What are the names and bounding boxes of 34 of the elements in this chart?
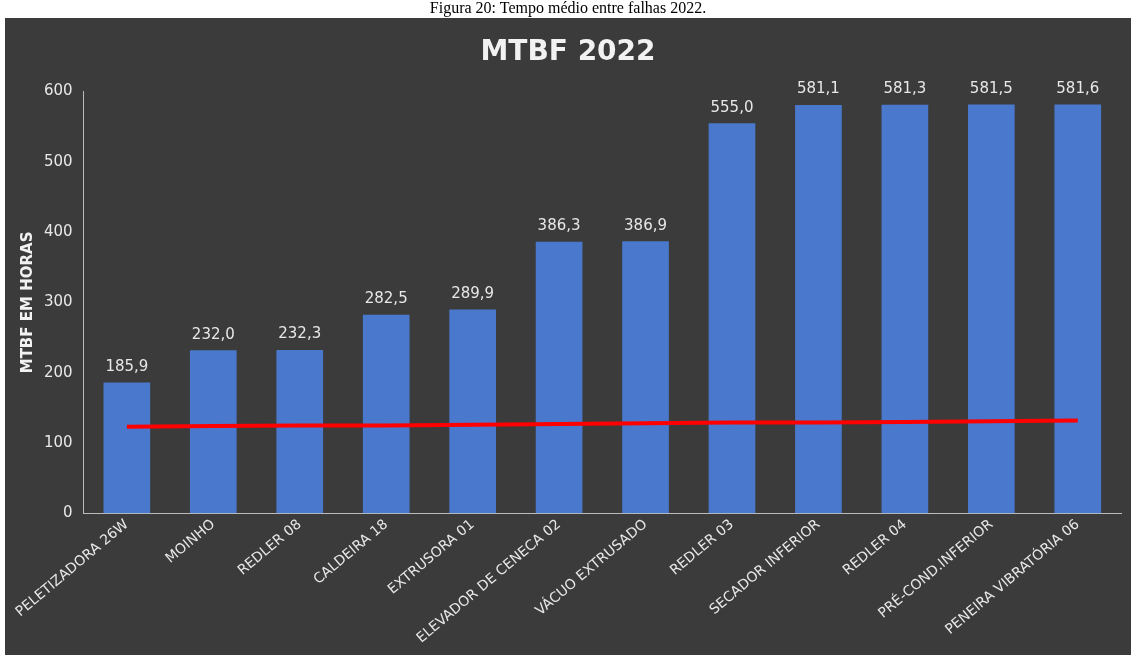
bar — [449, 309, 496, 514]
bar — [276, 350, 324, 514]
bar — [103, 382, 151, 514]
data-label: 581,3 — [883, 79, 927, 98]
data-label: 232,3 — [278, 324, 322, 343]
text: Figura 20: Tempo médio entre falhas 2022. — [428, 0, 708, 18]
bar — [362, 314, 410, 514]
y-tick-label: 600 — [43, 81, 73, 100]
y-tick-label: 300 — [43, 292, 73, 311]
data-label: 581,6 — [1056, 78, 1100, 97]
data-label: 555,0 — [710, 97, 754, 116]
bar — [881, 104, 929, 514]
data-label: 185,9 — [105, 357, 149, 376]
bar — [967, 104, 1015, 514]
y-axis-title: MTBF EM HORAS — [17, 231, 36, 374]
y-tick-label: 400 — [43, 222, 73, 241]
y-tick-label: 200 — [43, 362, 73, 381]
data-label: 386,9 — [624, 215, 668, 234]
bar — [795, 104, 842, 514]
data-label: 282,5 — [364, 289, 408, 308]
data-label: 581,5 — [969, 78, 1013, 97]
bar — [622, 241, 669, 514]
data-label: 581,1 — [796, 79, 840, 98]
bar — [708, 123, 756, 514]
data-label: 386,3 — [537, 216, 581, 235]
y-tick-label: 100 — [43, 432, 73, 451]
data-label: 232,0 — [191, 324, 235, 343]
y-tick-label: 0 — [63, 503, 73, 522]
bar — [1054, 104, 1102, 514]
bar — [535, 241, 583, 514]
bar — [189, 350, 237, 514]
y-tick-label: 500 — [43, 151, 73, 170]
chart-title: MTBF 2022 — [480, 34, 656, 68]
data-label: 289,9 — [451, 283, 495, 302]
